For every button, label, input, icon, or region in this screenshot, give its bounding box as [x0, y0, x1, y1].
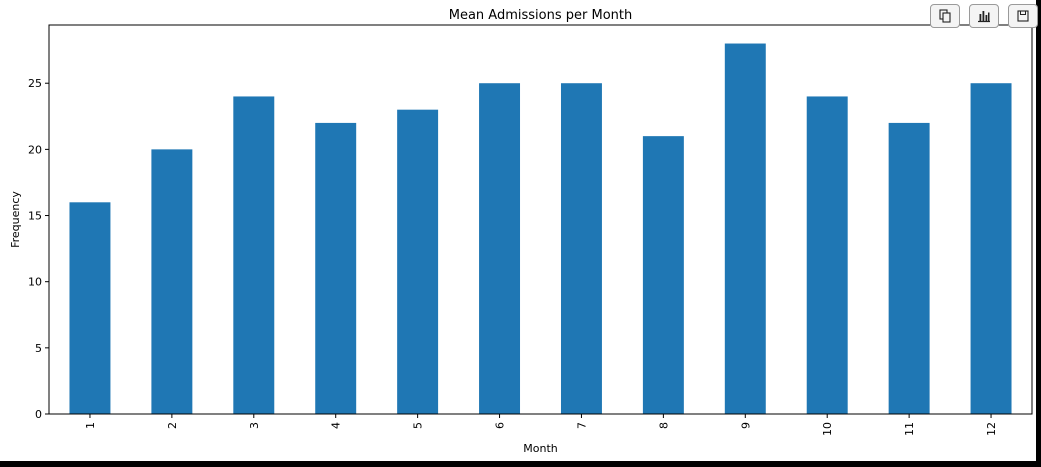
save-button[interactable] [1008, 4, 1038, 28]
y-tick-label: 10 [28, 276, 42, 289]
x-tick-label: 10 [821, 422, 834, 436]
x-axis: 1 2 3 4 5 6 7 8 9 10 11 12 [84, 414, 998, 436]
bar-month-6 [479, 83, 521, 415]
bar-month-8 [642, 136, 684, 414]
y-tick-label: 5 [35, 342, 42, 355]
save-icon [1017, 10, 1029, 22]
chart-button[interactable] [969, 4, 999, 28]
copy-button[interactable] [930, 4, 960, 28]
y-tick-label: 25 [28, 77, 42, 90]
x-tick-label: 5 [412, 422, 425, 429]
x-axis-label: Month [523, 442, 558, 455]
copy-icon [939, 9, 951, 23]
y-axis-label: Frequency [9, 191, 22, 248]
x-tick-label: 1 [84, 422, 97, 429]
bars-layer [69, 43, 1012, 415]
bar-month-11 [888, 122, 930, 415]
x-tick-label: 11 [903, 422, 916, 436]
axes-frame [48, 24, 1033, 415]
bar-month-3 [233, 96, 275, 415]
bar-month-12 [970, 83, 1012, 415]
y-tick-label: 0 [35, 408, 42, 421]
bar-month-7 [560, 83, 602, 415]
x-tick-label: 3 [248, 422, 261, 429]
chart-title: Mean Admissions per Month [449, 8, 632, 23]
y-tick-label: 20 [28, 143, 42, 156]
bar-month-9 [724, 43, 766, 415]
bar-month-1 [69, 202, 111, 414]
x-tick-label: 7 [575, 422, 588, 429]
chart-icon [978, 11, 990, 23]
bar-month-2 [151, 149, 193, 414]
bar-month-5 [397, 109, 439, 415]
x-tick-label: 12 [985, 422, 998, 436]
x-tick-label: 4 [330, 422, 343, 429]
x-tick-label: 6 [494, 422, 507, 429]
y-tick-label: 15 [28, 210, 42, 223]
bar-month-10 [806, 96, 848, 415]
y-axis: 0 5 10 15 20 25 [28, 77, 49, 421]
figure-toolbar [930, 4, 1038, 28]
x-tick-label: 2 [166, 422, 179, 429]
x-tick-label: 9 [739, 422, 752, 429]
bar-month-4 [315, 122, 357, 415]
x-tick-label: 8 [657, 422, 670, 429]
